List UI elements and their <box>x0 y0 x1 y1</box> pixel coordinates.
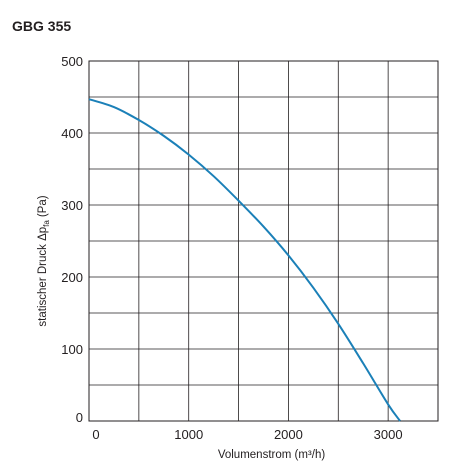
x-tick-label: 0 <box>92 427 99 442</box>
x-tick-labels: 0 1000 2000 3000 <box>92 427 402 442</box>
x-axis-label: Volumenstrom (m³/h) <box>218 449 326 461</box>
y-tick-label: 100 <box>61 342 83 357</box>
x-tick-label: 3000 <box>374 427 403 442</box>
y-tick-label: 0 <box>76 410 83 425</box>
series-line <box>88 98 401 422</box>
y-tick-label: 400 <box>61 126 83 141</box>
y-tick-labels: 0 100 200 300 400 500 <box>61 54 83 425</box>
grid <box>89 61 438 421</box>
chart-title: GBG 355 <box>12 18 72 34</box>
x-tick-label: 2000 <box>274 427 303 442</box>
y-tick-label: 300 <box>61 198 83 213</box>
y-axis-label-unit: (Pa) <box>37 195 49 217</box>
y-axis-label: statischer Druck Δpfa (Pa) <box>37 195 51 326</box>
y-tick-label: 200 <box>61 270 83 285</box>
plot-frame <box>88 60 439 422</box>
y-axis-label-sub: fa <box>42 220 51 227</box>
x-tick-label: 1000 <box>174 427 203 442</box>
y-tick-label: 500 <box>61 54 83 69</box>
y-axis-label-main: statischer Druck Δp <box>37 227 49 327</box>
